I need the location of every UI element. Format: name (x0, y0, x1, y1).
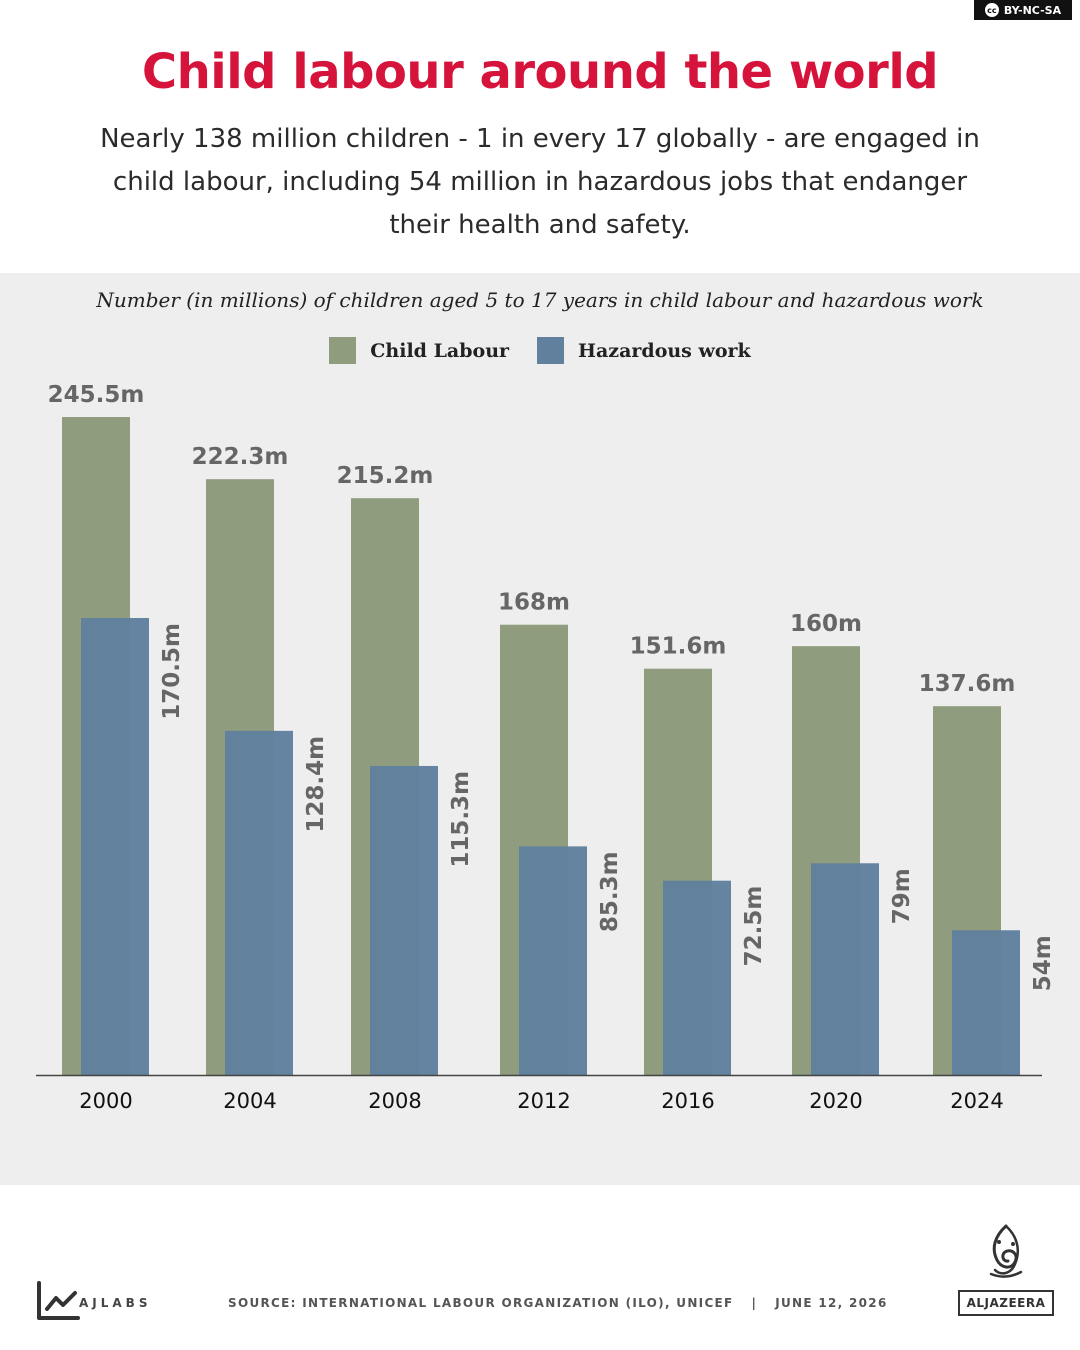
legend-item-hazardous-work: Hazardous work (537, 337, 751, 364)
label-child-labour-2020: 160m (790, 611, 862, 637)
x-tick-2004: 2004 (223, 1089, 276, 1113)
label-hazardous-work-2020: 79m (889, 868, 915, 924)
label-hazardous-work-2004: 128.4m (303, 736, 329, 833)
legend-swatch-child-labour (329, 337, 357, 364)
label-child-labour-2024: 137.6m (919, 671, 1016, 697)
ajlabs-wordmark: AJLABS (79, 1296, 152, 1310)
license-text: BY-NC-SA (1003, 3, 1062, 17)
aljazeera-wordmark: ALJAZEERA (958, 1290, 1054, 1316)
bar-hazardous-work-2004 (225, 730, 293, 1075)
bar-hazardous-work-2024 (952, 930, 1020, 1075)
ajlabs-logo-icon (37, 1281, 80, 1320)
page-title: Child labour around the world (141, 44, 939, 100)
source-line: SOURCE: INTERNATIONAL LABOUR ORGANIZATIO… (228, 1296, 888, 1310)
x-tick-2024: 2024 (950, 1089, 1003, 1113)
label-child-labour-2012: 168m (498, 590, 570, 616)
label-child-labour-2000: 245.5m (48, 382, 145, 408)
label-child-labour-2008: 215.2m (337, 463, 434, 489)
license-badge: cc BY-NC-SA (974, 0, 1072, 20)
legend-item-child-labour: Child Labour (329, 337, 509, 364)
chart-title: Number (in millions) of children aged 5 … (96, 288, 984, 312)
label-child-labour-2004: 222.3m (192, 444, 289, 470)
bar-hazardous-work-2012 (519, 846, 587, 1075)
label-child-labour-2016: 151.6m (630, 634, 727, 660)
page-subtitle: Nearly 138 million children - 1 in every… (100, 124, 980, 240)
source-separator: | (751, 1296, 758, 1310)
label-hazardous-work-2016: 72.5m (741, 886, 767, 967)
bar-chart: 245.5m 170.5m 2000 222.3m 128.4m 2004 215.2m 11… (36, 382, 1056, 1113)
label-hazardous-work-2024: 54m (1030, 935, 1056, 991)
x-tick-2012: 2012 (517, 1089, 570, 1113)
publish-date: JUNE 12, 2026 (775, 1296, 888, 1310)
x-tick-2020: 2020 (809, 1089, 862, 1113)
legend-label-hazardous-work: Hazardous work (578, 339, 751, 362)
bar-hazardous-work-2020 (811, 863, 879, 1075)
aljazeera-logo: ALJAZEERA (958, 1222, 1054, 1316)
aljazeera-emblem-icon (989, 1224, 1023, 1278)
bar-hazardous-work-2000 (81, 618, 149, 1075)
label-hazardous-work-2012: 85.3m (597, 851, 623, 932)
label-hazardous-work-2008: 115.3m (448, 771, 474, 868)
legend-label-child-labour: Child Labour (370, 339, 510, 362)
label-hazardous-work-2000: 170.5m (159, 623, 185, 720)
chart-legend: Child Labour Hazardous work (0, 337, 1080, 364)
bar-hazardous-work-2016 (663, 880, 731, 1075)
x-tick-2016: 2016 (661, 1089, 714, 1113)
source-text: SOURCE: INTERNATIONAL LABOUR ORGANIZATIO… (228, 1296, 734, 1310)
bar-hazardous-work-2008 (370, 765, 438, 1075)
x-tick-2008: 2008 (368, 1089, 421, 1113)
x-tick-2000: 2000 (79, 1089, 132, 1113)
legend-swatch-hazardous-work (537, 337, 565, 364)
cc-icon: cc (984, 3, 999, 17)
